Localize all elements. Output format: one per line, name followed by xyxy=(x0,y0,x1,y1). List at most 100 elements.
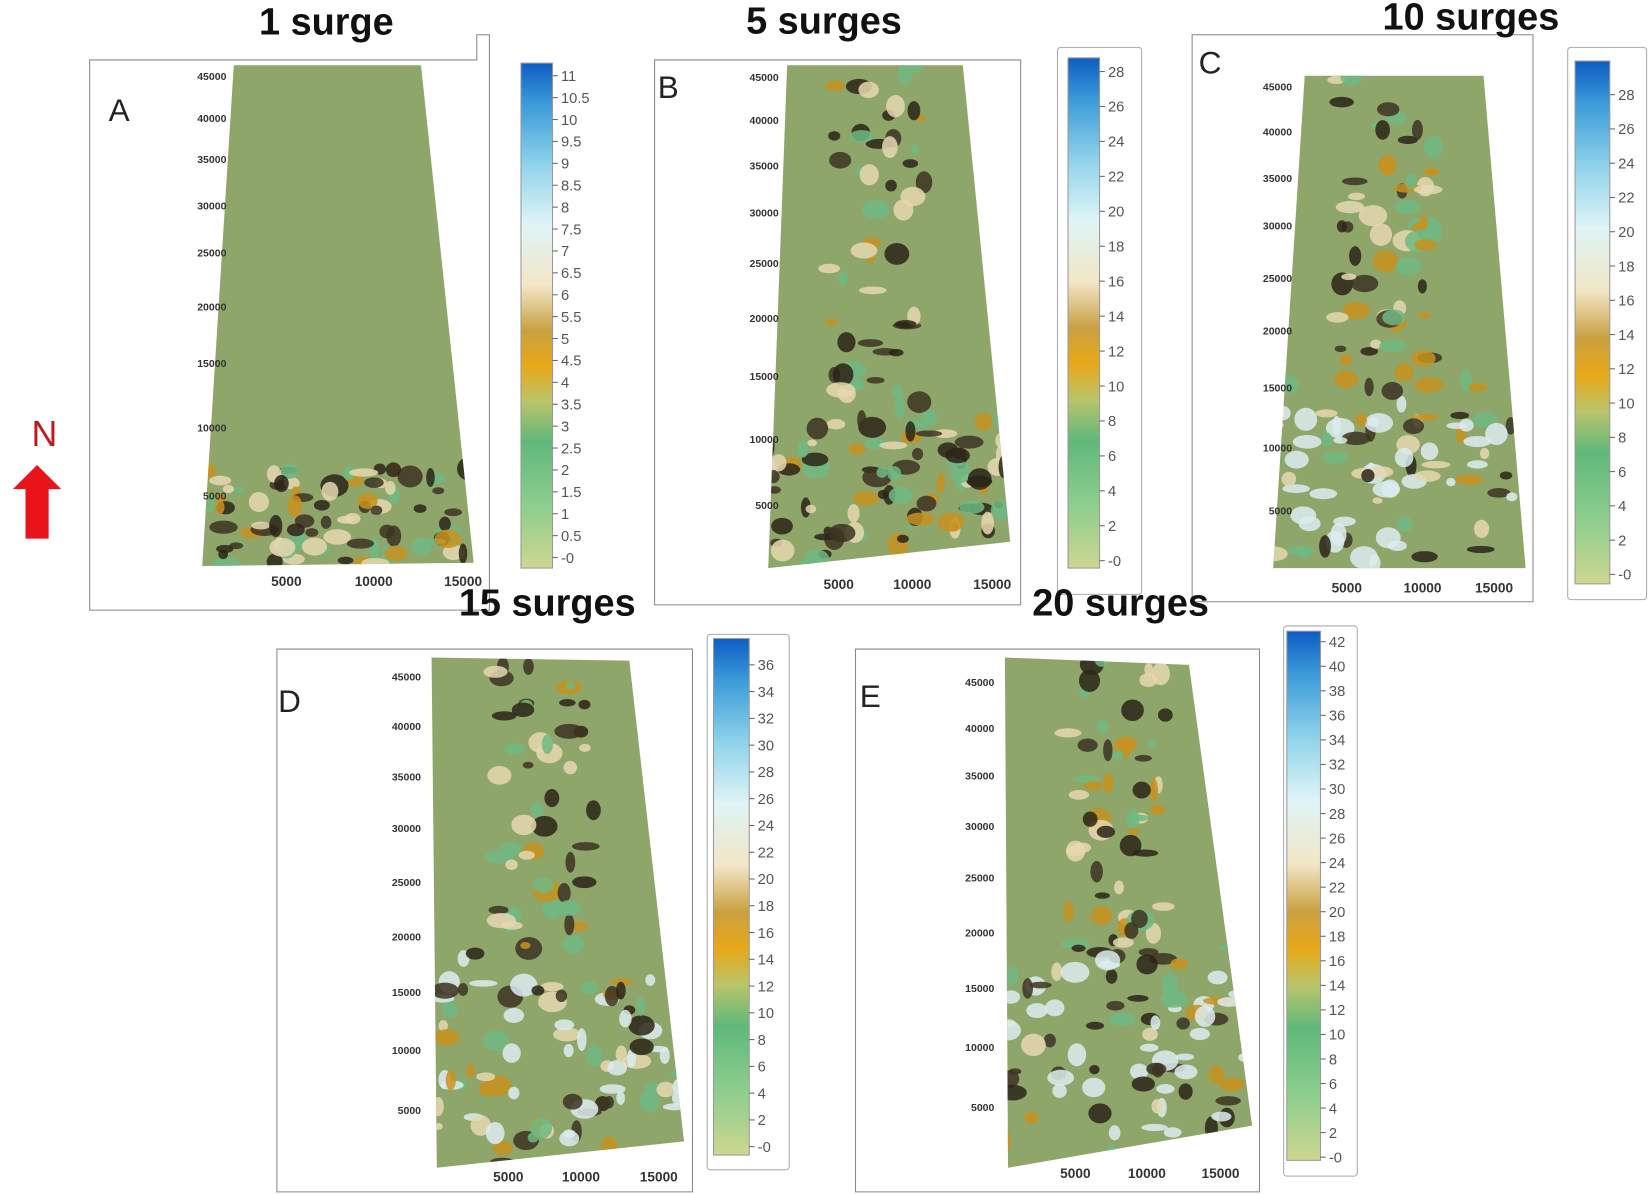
colorbar-tick-label: 2.5 xyxy=(561,441,581,457)
relief-blob xyxy=(370,505,383,515)
relief-blob xyxy=(209,475,232,486)
relief-blob xyxy=(413,504,427,513)
relief-blob xyxy=(1063,901,1074,923)
relief-blob xyxy=(364,477,384,488)
relief-blob xyxy=(1052,1083,1067,1098)
relief-blob xyxy=(1414,377,1445,393)
colorbar-tick-label: -0 xyxy=(561,551,574,567)
relief-blob xyxy=(465,947,485,960)
relief-blob xyxy=(1082,1077,1106,1098)
colorbar-tick-label: 20 xyxy=(1108,205,1124,221)
relief-blob xyxy=(1341,177,1368,186)
relief-blob xyxy=(770,539,795,562)
relief-blob xyxy=(1485,422,1508,446)
relief-blob xyxy=(1372,250,1399,273)
x-tick-label: 5000 xyxy=(271,574,302,589)
relief-blob xyxy=(1024,1112,1039,1124)
relief-blob xyxy=(386,525,402,547)
panel-letter: B xyxy=(658,69,679,105)
relief-blob xyxy=(911,65,923,73)
colorbar-tick-label: 10 xyxy=(758,1006,774,1022)
y-tick-label: 40000 xyxy=(392,721,421,733)
relief-blob xyxy=(974,412,993,431)
relief-blob xyxy=(1369,223,1393,246)
relief-blob xyxy=(1341,431,1371,446)
relief-blob xyxy=(1372,481,1401,498)
relief-blob xyxy=(213,556,240,566)
relief-blob xyxy=(1170,958,1188,970)
relief-blob xyxy=(1402,418,1425,434)
colorbar-tick-label: 3.5 xyxy=(561,398,581,414)
colorbar-tick-label: 12 xyxy=(1108,344,1124,360)
relief-blob xyxy=(1006,966,1019,986)
y-tick-label: 10000 xyxy=(1263,442,1292,454)
relief-blob xyxy=(636,996,645,1016)
relief-blob xyxy=(541,734,553,755)
y-tick-label: 45000 xyxy=(750,72,779,84)
relief-blob xyxy=(532,877,554,894)
relief-blob xyxy=(1132,849,1159,857)
y-tick-label: 45000 xyxy=(197,71,226,83)
relief-blob xyxy=(1132,781,1151,799)
y-tick-label: 25000 xyxy=(750,258,779,270)
relief-blob xyxy=(1156,1084,1175,1094)
relief-blob xyxy=(479,1082,494,1097)
y-tick-label: 20000 xyxy=(750,313,779,325)
relief-blob xyxy=(1108,1125,1121,1141)
x-tick-label: 5000 xyxy=(493,1169,524,1184)
colorbar-tick-label: 26 xyxy=(758,792,774,808)
relief-blob xyxy=(888,486,914,504)
relief-blob xyxy=(1421,460,1451,469)
relief-blob xyxy=(357,492,378,509)
relief-blob xyxy=(444,508,463,517)
relief-blob xyxy=(1207,970,1228,985)
relief-blob xyxy=(866,376,885,384)
relief-blob xyxy=(884,243,910,265)
relief-blob xyxy=(492,1141,513,1156)
y-tick-label: 30000 xyxy=(965,821,994,833)
relief-blob xyxy=(1335,201,1365,214)
relief-blob xyxy=(305,528,319,537)
x-tick-label: 15000 xyxy=(1202,1166,1240,1181)
relief-blob xyxy=(531,815,558,837)
relief-blob xyxy=(530,1117,553,1139)
relief-blob xyxy=(1364,413,1394,433)
y-tick-label: 20000 xyxy=(965,927,994,939)
relief-blob xyxy=(486,912,517,929)
relief-blob xyxy=(1078,669,1101,692)
relief-blob xyxy=(1419,312,1431,319)
y-tick-label: 15000 xyxy=(750,371,779,383)
relief-blob xyxy=(1096,825,1116,838)
relief-blob xyxy=(932,429,958,438)
relief-blob xyxy=(1208,1065,1225,1085)
relief-blob xyxy=(1339,354,1353,366)
relief-blob xyxy=(1322,451,1349,464)
relief-blob xyxy=(1406,173,1417,190)
y-tick-label: 45000 xyxy=(965,677,994,689)
relief-blob xyxy=(1423,135,1444,158)
relief-blob xyxy=(1472,411,1498,429)
relief-blob xyxy=(916,495,937,512)
relief-blob xyxy=(770,454,787,472)
relief-blob xyxy=(852,490,879,506)
relief-blob xyxy=(563,1043,574,1058)
relief-blob xyxy=(1342,301,1370,320)
x-tick-label: 15000 xyxy=(444,574,482,589)
colorbar-tick-label: 36 xyxy=(1329,709,1345,725)
colorbar-tick-label: 2 xyxy=(1108,519,1116,535)
relief-blob xyxy=(542,898,563,920)
relief-blob xyxy=(442,999,458,1019)
relief-blob xyxy=(1151,1062,1164,1078)
colorbar-tick-label: 6 xyxy=(561,288,569,304)
relief-blob xyxy=(826,419,846,430)
relief-blob xyxy=(483,665,508,678)
relief-blob xyxy=(886,95,905,118)
relief-blob xyxy=(894,320,917,329)
relief-blob xyxy=(1060,961,1090,983)
y-tick-label: 5000 xyxy=(1269,505,1293,517)
colorbar xyxy=(520,62,554,569)
colorbar xyxy=(1286,630,1322,1161)
relief-blob xyxy=(531,985,545,996)
relief-blob xyxy=(1112,750,1125,761)
relief-blob xyxy=(349,468,379,477)
